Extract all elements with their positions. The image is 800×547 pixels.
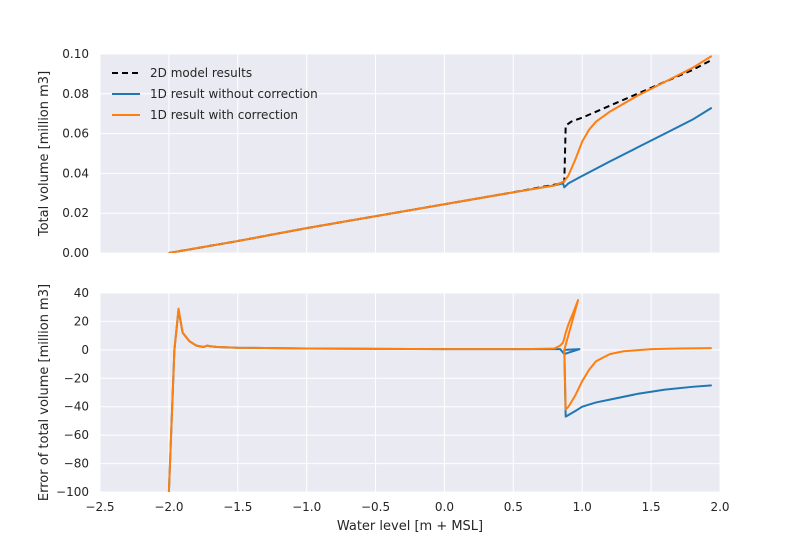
x-tick-label: −1.5 (223, 500, 252, 514)
x-tick-label: 1.0 (573, 500, 592, 514)
y-axis-label: Total volume [million m3] (37, 71, 52, 237)
x-tick-label: 0.0 (435, 500, 454, 514)
y-tick-label: 0.02 (62, 206, 89, 220)
x-tick-label: −2.0 (154, 500, 183, 514)
y-tick-label: −100 (56, 485, 89, 499)
y-tick-label: −80 (64, 457, 89, 471)
y-tick-label: 0.00 (62, 246, 89, 260)
plot-area (100, 293, 720, 492)
legend: 2D model results 1D result without correc… (112, 66, 318, 122)
top-chart-volume: 0.00 0.02 0.04 0.06 0.08 0.10 Total volume [mi… (37, 47, 721, 260)
series-line-2 (168, 55, 713, 253)
y-tick-label: 0.04 (62, 166, 89, 180)
plot-area (100, 54, 720, 253)
y-tick-label: 20 (74, 314, 89, 328)
y-axis-label: Error of total volume [million m3] (37, 284, 52, 501)
x-tick-label: 2.0 (710, 500, 729, 514)
series-line-1 (167, 299, 712, 492)
x-tick-label: 0.5 (504, 500, 523, 514)
y-tick-label: 0.08 (62, 87, 89, 101)
legend-label-2: 1D result with correction (150, 108, 298, 122)
x-tick-label: −2.5 (85, 500, 114, 514)
legend-label-1: 1D result without correction (150, 87, 318, 101)
y-tick-label: −40 (64, 400, 89, 414)
legend-label-0: 2D model results (150, 66, 252, 80)
x-tick-label: −0.5 (361, 500, 390, 514)
x-axis-label: Water level [m + MSL] (337, 519, 483, 534)
y-tick-label: −20 (64, 371, 89, 385)
y-tick-label: 0 (81, 343, 89, 357)
y-tick-label: 0.10 (62, 47, 89, 61)
x-tick-label: −1.0 (292, 500, 321, 514)
x-tick-label: 1.5 (642, 500, 661, 514)
y-tick-label: 40 (74, 286, 89, 300)
y-tick-label: −60 (64, 428, 89, 442)
y-tick-label: 0.06 (62, 127, 89, 141)
bottom-chart-error: −2.5 −2.0 −1.5 −1.0 −0.5 0.0 0.5 1.0 1.5 2.0 40 20 0… (37, 284, 730, 534)
